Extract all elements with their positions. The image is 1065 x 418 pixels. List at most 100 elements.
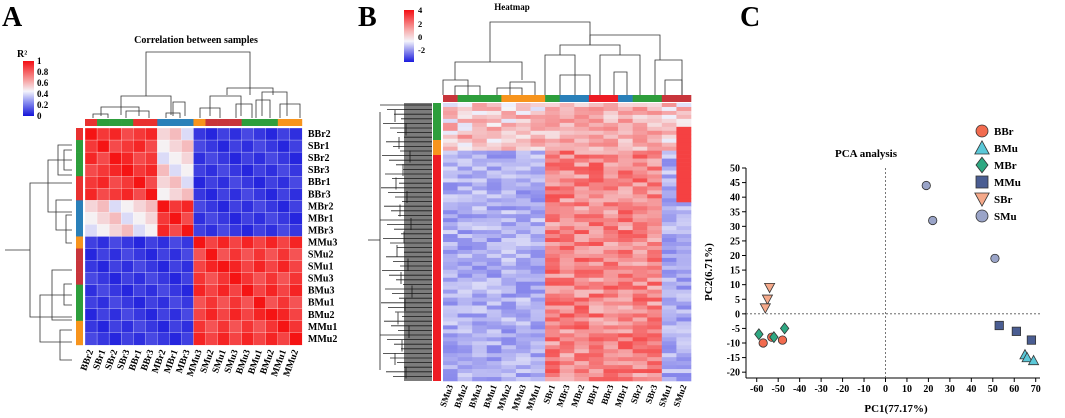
- heatmap-cell: [588, 373, 604, 378]
- matrix-cell: [205, 139, 219, 153]
- heatmap-cell: [676, 345, 692, 350]
- heatmap-cell: [515, 329, 531, 334]
- correlation-title: Correlation between samples: [134, 35, 258, 46]
- legend-label-mbr: MBr: [994, 160, 1017, 172]
- heatmap-cell: [457, 226, 473, 231]
- heatmap-cell: [515, 249, 531, 255]
- heatmap-cell: [676, 357, 692, 362]
- heatmap-cell: [632, 234, 648, 239]
- heatmap-cell: [515, 281, 531, 286]
- heatmap-color-scale: [404, 10, 414, 62]
- row-label: MMu1: [308, 322, 337, 333]
- matrix-cell: [217, 224, 231, 237]
- heatmap-cell: [632, 373, 648, 378]
- heatmap-cell: [559, 186, 575, 191]
- matrix-cell: [241, 236, 255, 249]
- matrix-cell: [217, 248, 231, 262]
- heatmap-cell: [618, 285, 633, 290]
- heatmap-cell: [588, 265, 604, 271]
- heatmap-cell: [545, 106, 561, 112]
- heatmap-cell: [588, 345, 604, 350]
- matrix-cell: [133, 260, 146, 274]
- heatmap-cell: [618, 110, 633, 116]
- heatmap-cell: [457, 210, 473, 215]
- heatmap-cell: [457, 285, 473, 290]
- matrix-cell: [133, 332, 146, 346]
- heatmap-cell: [647, 293, 663, 298]
- heatmap-cell: [661, 317, 677, 322]
- heatmap-cell: [588, 114, 604, 120]
- matrix-cell: [277, 236, 291, 249]
- heatmap-cell: [486, 277, 502, 283]
- heatmap-cell: [559, 118, 575, 124]
- heatmap-cell: [574, 194, 590, 199]
- heatmap-cell: [501, 182, 517, 187]
- matrix-cell: [229, 272, 243, 286]
- heatmap-cell: [559, 301, 575, 306]
- heatmap-cell: [574, 242, 590, 247]
- pca-point-mmu: [1026, 335, 1037, 345]
- heatmap-cell: [574, 253, 590, 259]
- heatmap-cell: [559, 333, 575, 338]
- heatmap-cell: [515, 349, 531, 354]
- heatmap-cell: [457, 238, 473, 243]
- heatmap-cell: [632, 269, 648, 275]
- heatmap-cell: [501, 269, 517, 275]
- heatmap-cell: [457, 293, 473, 298]
- heatmap-cell: [472, 337, 488, 342]
- heatmap-cell: [676, 305, 692, 310]
- heatmap-cell: [515, 110, 531, 116]
- heatmap-cell: [486, 269, 502, 275]
- heatmap-cell: [486, 130, 502, 136]
- heatmap-cell: [515, 297, 531, 302]
- heatmap-cell: [676, 234, 692, 239]
- pca-y-axis-label: PC2(6.71%): [703, 243, 715, 301]
- heatmap-cell: [545, 265, 561, 271]
- matrix-cell: [181, 188, 194, 201]
- heatmap-cell: [472, 297, 488, 302]
- heatmap-cell: [457, 317, 473, 322]
- heatmap-cell: [676, 293, 692, 298]
- heatmap-cell: [515, 194, 531, 199]
- expression-heatmap: [443, 103, 692, 382]
- heatmap-cell: [559, 146, 575, 151]
- matrix-cell: [193, 139, 206, 153]
- heatmap-cell: [472, 198, 488, 203]
- heatmap-legend-tick: -2: [418, 45, 425, 55]
- heatmap-cell: [618, 218, 633, 223]
- heatmap-cell: [443, 122, 458, 128]
- heatmap-cell: [661, 226, 677, 231]
- heatmap-cell: [618, 281, 633, 286]
- row-group-bar-a: [76, 128, 83, 346]
- heatmap-cell: [603, 249, 619, 255]
- matrix-cell: [241, 284, 255, 298]
- matrix-cell: [241, 127, 255, 141]
- heatmap-cell: [618, 321, 633, 326]
- matrix-cell: [265, 308, 279, 322]
- heatmap-cell: [486, 230, 502, 235]
- heatmap-cell: [632, 365, 648, 370]
- pca-y-tick-label: 5: [735, 295, 740, 306]
- heatmap-cell: [603, 333, 619, 338]
- heatmap-cell: [676, 222, 692, 227]
- heatmap-cell: [457, 349, 473, 354]
- heatmap-cell: [647, 226, 663, 231]
- heatmap-cell: [574, 265, 590, 271]
- heatmap-cell: [545, 273, 561, 279]
- heatmap-cell: [618, 369, 633, 374]
- matrix-cell: [205, 320, 219, 334]
- matrix-cell: [241, 200, 255, 213]
- matrix-cell: [217, 236, 231, 249]
- heatmap-cell: [618, 158, 633, 163]
- pca-x-tick-label: 0: [883, 384, 888, 395]
- matrix-cell: [193, 151, 206, 165]
- heatmap-cell: [515, 309, 531, 314]
- matrix-cell: [96, 200, 110, 213]
- pca-x-tick-label: 50: [988, 384, 998, 395]
- heatmap-cell: [647, 265, 663, 271]
- heatmap-cell: [559, 110, 575, 116]
- r2-legend-tick: 0: [37, 111, 42, 121]
- matrix-cell: [217, 151, 231, 165]
- matrix-cell: [121, 224, 134, 237]
- row-label: MBr2: [308, 201, 334, 212]
